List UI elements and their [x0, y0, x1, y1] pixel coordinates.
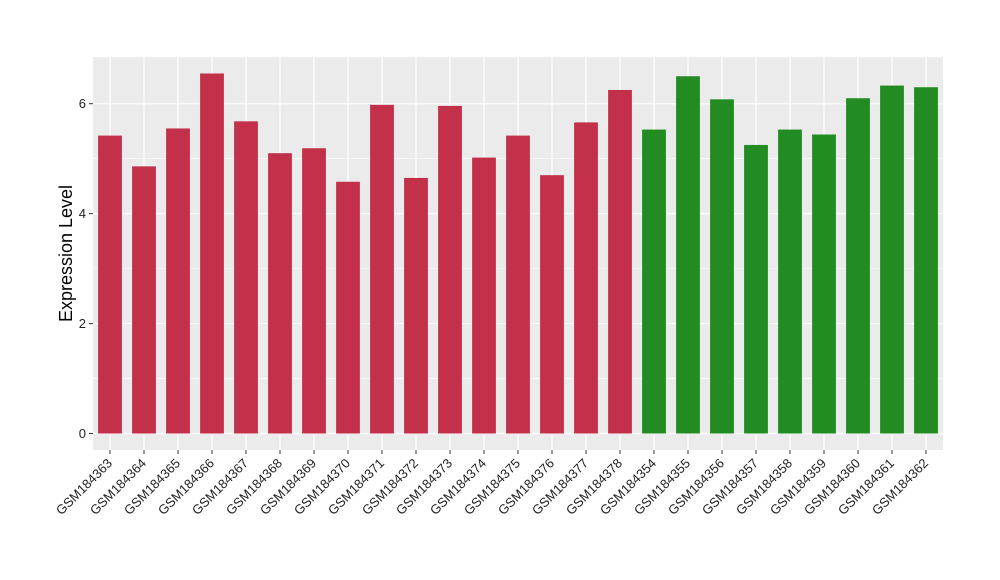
bar-GSM184361	[880, 85, 904, 434]
bar-GSM184376	[540, 175, 564, 434]
y-tick-label: 4	[79, 206, 86, 221]
bar-GSM184377	[574, 122, 598, 434]
bar-GSM184369	[302, 148, 326, 434]
bar-GSM184355	[676, 76, 700, 434]
bar-GSM184366	[200, 73, 224, 434]
y-tick-label: 6	[79, 96, 86, 111]
bar-GSM184358	[778, 129, 802, 434]
x-axis: GSM184363GSM184364GSM184365GSM184366GSM1…	[53, 450, 931, 518]
bar-GSM184354	[642, 129, 666, 434]
bar-GSM184359	[812, 134, 836, 434]
bar-GSM184373	[438, 105, 462, 434]
bar-GSM184362	[914, 87, 938, 434]
bar-GSM184356	[710, 99, 734, 434]
y-tick-label: 2	[79, 316, 86, 331]
bar-GSM184363	[98, 135, 122, 434]
y-axis-title: Expression Level	[56, 185, 76, 322]
bar-GSM184364	[132, 166, 156, 434]
bar-series	[98, 73, 938, 434]
y-tick-label: 0	[79, 426, 86, 441]
bar-GSM184360	[846, 98, 870, 434]
bar-GSM184368	[268, 153, 292, 434]
bar-GSM184374	[472, 157, 496, 434]
bar-GSM184367	[234, 121, 258, 434]
bar-GSM184357	[744, 144, 768, 434]
bar-GSM184372	[404, 177, 428, 434]
bar-GSM184375	[506, 135, 530, 434]
bar-GSM184365	[166, 128, 190, 434]
bar-GSM184378	[608, 89, 632, 434]
y-axis: 0 2 4 6	[79, 96, 93, 441]
bar-GSM184370	[336, 181, 360, 434]
bar-GSM184371	[370, 104, 394, 434]
